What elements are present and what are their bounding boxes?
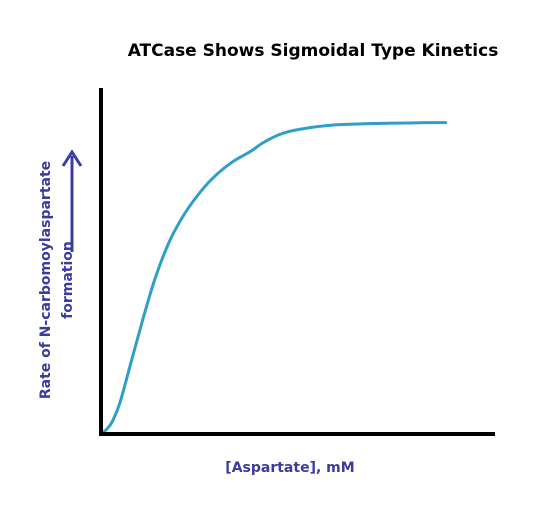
sigmoid-curve — [99, 121, 448, 436]
y-axis-label-line-1: Rate of N-carbomoylaspartate — [38, 161, 54, 399]
y-axis-label: Rate of N-carbomoylaspartate formation — [38, 161, 76, 399]
x-axis-label: [Aspartate], mM — [225, 460, 354, 476]
y-direction-arrow-icon — [61, 149, 83, 252]
chart-title: ATCase Shows Sigmoidal Type Kinetics — [128, 41, 499, 61]
curve-layer — [99, 121, 448, 436]
y-axis-label-line-2: formation — [60, 241, 76, 319]
